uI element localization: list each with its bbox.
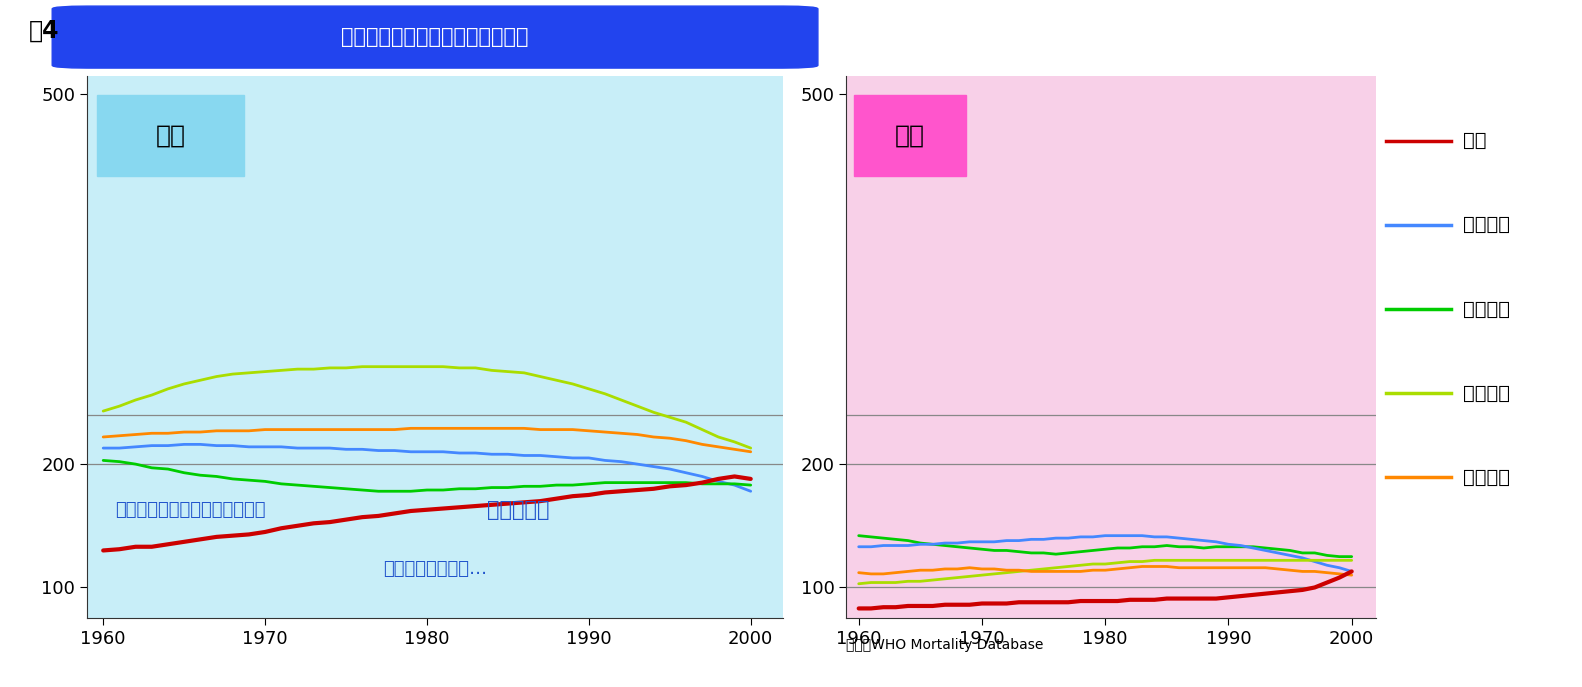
Text: 男性: 男性	[155, 123, 185, 147]
Text: アメリカ: アメリカ	[1463, 215, 1511, 234]
Text: 女性: 女性	[895, 123, 925, 147]
Text: 出典：WHO Mortality Database: 出典：WHO Mortality Database	[846, 638, 1044, 652]
Text: 日本: 日本	[1463, 131, 1487, 150]
Text: 図4: 図4	[28, 19, 59, 43]
FancyBboxPatch shape	[854, 95, 965, 176]
FancyBboxPatch shape	[52, 6, 818, 68]
Text: フランス: フランス	[1463, 383, 1511, 403]
Text: 先進国で唯一増加しているのは: 先進国で唯一増加しているのは	[115, 501, 266, 519]
Text: 対策が遅れている…: 対策が遅れている…	[383, 561, 487, 578]
Text: 日本だけ！: 日本だけ！	[487, 499, 551, 520]
Text: 先進国の口腔・咽頭がん死亡者数: 先進国の口腔・咽頭がん死亡者数	[342, 27, 528, 47]
FancyBboxPatch shape	[98, 95, 244, 176]
Text: イギリス: イギリス	[1463, 300, 1511, 319]
Text: イタリア: イタリア	[1463, 468, 1511, 486]
